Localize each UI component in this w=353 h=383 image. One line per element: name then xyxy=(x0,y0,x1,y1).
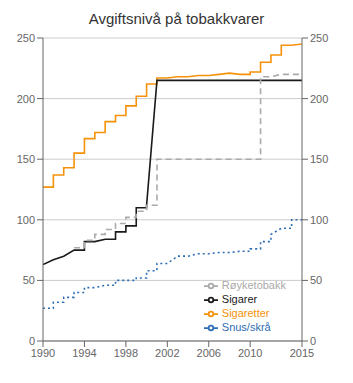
svg-text:200: 200 xyxy=(17,93,35,105)
svg-text:1990: 1990 xyxy=(31,347,55,359)
svg-text:250: 250 xyxy=(310,32,328,44)
svg-text:200: 200 xyxy=(310,93,328,105)
html-text:Avgiftsnivå på tobakkvarer: Avgiftsnivå på tobakkvarer xyxy=(88,10,265,27)
svg-text:50: 50 xyxy=(23,274,35,286)
svg-text:2010: 2010 xyxy=(238,347,262,359)
svg-text:2015: 2015 xyxy=(290,347,314,359)
svg-text:150: 150 xyxy=(17,153,35,165)
svg-text:150: 150 xyxy=(310,153,328,165)
svg-text:100: 100 xyxy=(310,214,328,226)
svg-text:100: 100 xyxy=(17,214,35,226)
svg-text:0: 0 xyxy=(310,335,316,347)
html-text:Sigaretter: Sigaretter xyxy=(221,306,270,319)
html-text:Snus/skrå: Snus/skrå xyxy=(221,320,271,333)
svg-text:2006: 2006 xyxy=(197,347,221,359)
html-text:Sigarer: Sigarer xyxy=(221,292,258,305)
svg-text:250: 250 xyxy=(17,32,35,44)
svg-text:1998: 1998 xyxy=(114,347,138,359)
svg-text:50: 50 xyxy=(310,274,322,286)
svg-text:1994: 1994 xyxy=(72,347,96,359)
svg-text:0: 0 xyxy=(29,335,35,347)
html-text:Røyketobakk: Røyketobakk xyxy=(221,278,286,291)
svg-text:2002: 2002 xyxy=(155,347,179,359)
